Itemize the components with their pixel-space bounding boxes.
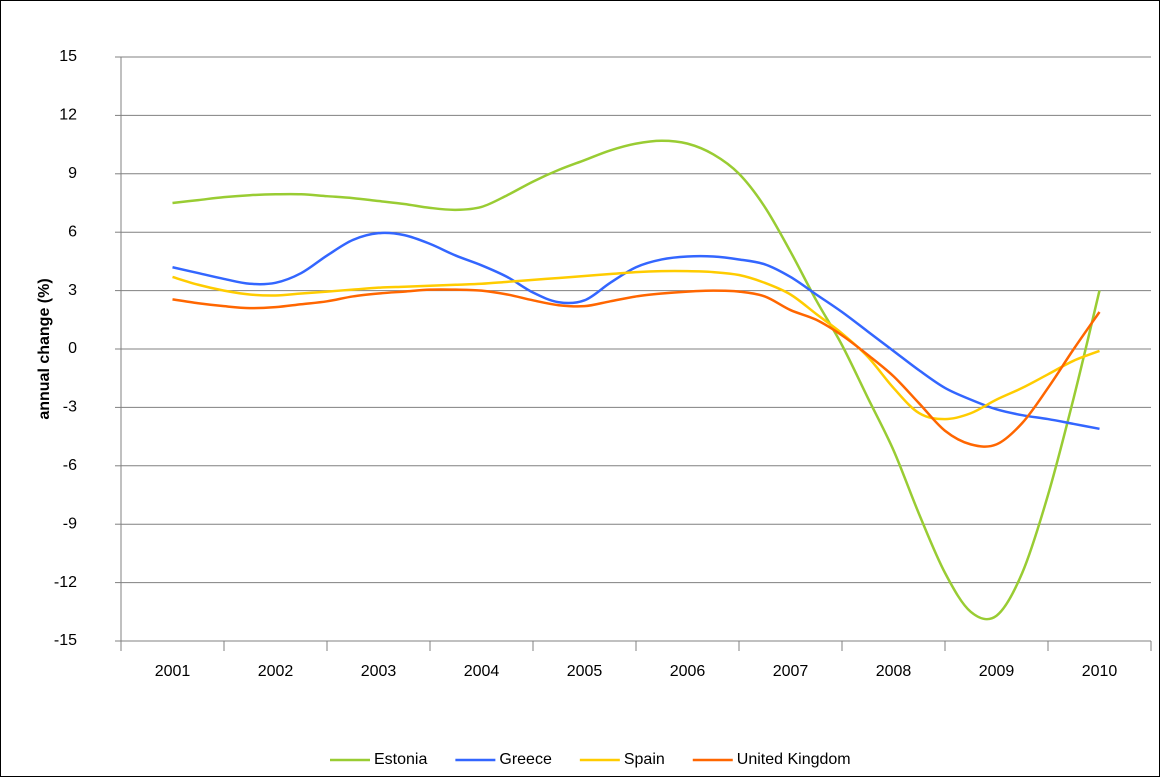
legend-label: Estonia <box>374 751 427 768</box>
legend-label: Spain <box>624 751 665 768</box>
x-tick-label: 2007 <box>773 663 809 680</box>
y-tick-label: -12 <box>54 574 77 591</box>
legend-label: United Kingdom <box>737 751 851 768</box>
y-tick-label: -3 <box>63 399 77 416</box>
y-tick-label: 15 <box>59 48 77 65</box>
series-line <box>172 231 1100 431</box>
y-tick-label: -9 <box>63 515 77 532</box>
series-line <box>172 139 1101 621</box>
x-tick-label: 2006 <box>670 663 706 680</box>
series-line <box>172 288 1101 448</box>
y-axis-label: annual change (%) <box>36 278 53 419</box>
x-tick-label: 2004 <box>464 663 500 680</box>
x-tick-label: 2001 <box>155 663 191 680</box>
y-tick-label: -6 <box>63 457 77 474</box>
y-tick-label: 0 <box>68 340 77 357</box>
y-tick-label: -15 <box>54 632 77 649</box>
x-tick-label: 2002 <box>258 663 294 680</box>
y-tick-label: 12 <box>59 107 77 124</box>
y-tick-label: 6 <box>68 223 77 240</box>
x-tick-label: 2009 <box>979 663 1015 680</box>
x-tick-label: 2008 <box>876 663 912 680</box>
x-tick-label: 2005 <box>567 663 603 680</box>
series-line <box>172 269 1100 421</box>
x-tick-label: 2003 <box>361 663 397 680</box>
legend-label: Greece <box>499 751 552 768</box>
y-tick-label: 9 <box>68 165 77 182</box>
x-tick-label: 2010 <box>1082 663 1118 680</box>
y-tick-label: 3 <box>68 282 77 299</box>
